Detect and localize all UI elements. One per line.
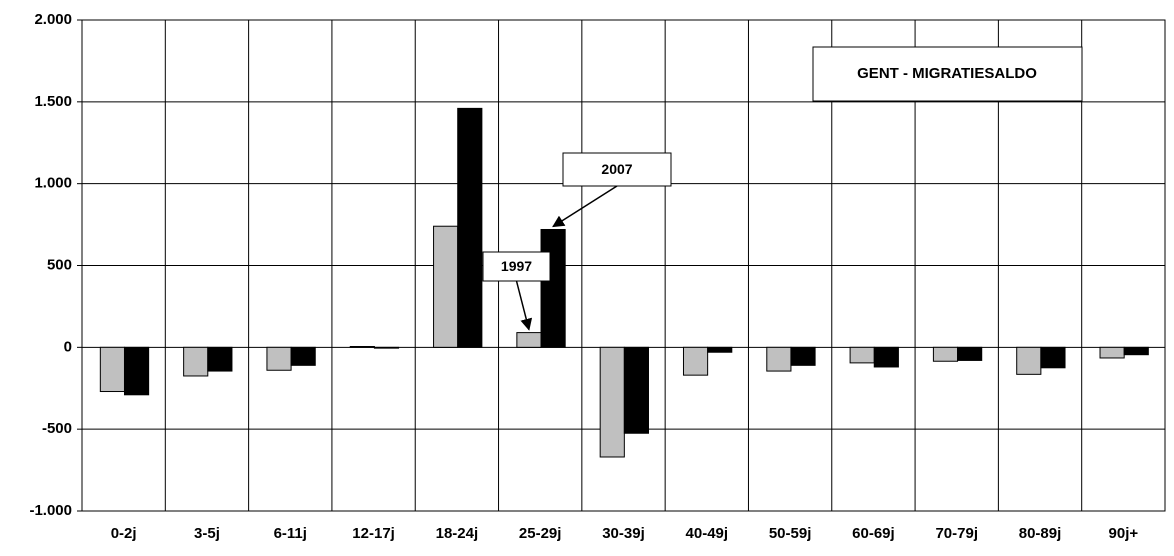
x-tick-label: 30-39j: [602, 525, 645, 542]
bar: [1123, 346, 1149, 356]
callout-arrow: [515, 280, 533, 331]
x-tick-label: 40-49j: [686, 525, 729, 542]
bar: [957, 346, 983, 361]
callout-arrow: [552, 185, 618, 228]
y-tick-label: -500: [42, 420, 72, 437]
legend-box: [482, 251, 551, 282]
y-tick-label: 500: [47, 256, 72, 273]
x-tick-label: 18-24j: [436, 525, 479, 542]
bar: [373, 346, 400, 349]
bar: [932, 346, 959, 362]
bar: [266, 346, 292, 371]
y-tick-label: 2.000: [34, 11, 72, 28]
bar: [349, 346, 375, 348]
y-tick-label: 1.000: [34, 175, 72, 192]
bar: [516, 332, 542, 348]
bar: [599, 346, 625, 458]
x-tick-label: 60-69j: [852, 525, 895, 542]
x-tick-label: 50-59j: [769, 525, 812, 542]
x-tick-label: 6-11j: [274, 525, 307, 542]
x-tick-label: 3-5j: [194, 525, 220, 542]
x-tick-label: 90j+: [1109, 525, 1139, 542]
bar: [766, 346, 792, 372]
x-tick-label: 25-29j: [519, 525, 562, 542]
chart-title: GENT - MIGRATIESALDO: [857, 65, 1037, 82]
y-tick-label: 1.500: [34, 93, 72, 110]
bar: [707, 346, 733, 353]
bar: [1040, 346, 1066, 369]
bar: [790, 346, 816, 366]
bar: [540, 228, 566, 348]
bar: [290, 346, 316, 366]
x-tick-label: 70-79j: [935, 525, 978, 542]
bar: [682, 346, 709, 376]
bar: [873, 346, 899, 368]
bar: [123, 346, 150, 396]
bar: [623, 346, 649, 434]
legend-label: 2007: [601, 161, 632, 177]
legend-box: [562, 152, 672, 187]
legend-label: 1997: [501, 258, 532, 274]
bar: [99, 346, 125, 393]
x-tick-label: 80-89j: [1019, 525, 1062, 542]
x-tick-label: 12-17j: [352, 525, 395, 542]
bar: [1099, 346, 1125, 359]
bar: [849, 346, 875, 364]
bar: [207, 346, 233, 372]
bar: [1016, 346, 1042, 375]
bar: [433, 225, 459, 348]
y-tick-label: 0: [64, 338, 72, 355]
bar: [457, 107, 483, 348]
x-tick-label: 0-2j: [111, 525, 137, 542]
title-box: [812, 46, 1083, 102]
y-tick-label: -1.000: [29, 502, 72, 519]
bar: [183, 346, 209, 377]
